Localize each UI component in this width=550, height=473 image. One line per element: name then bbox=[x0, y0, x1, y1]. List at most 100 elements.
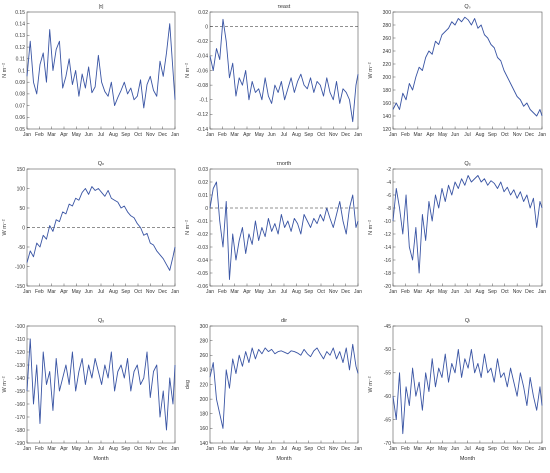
x-tick-label: Feb bbox=[218, 289, 227, 295]
x-tick-label: Aug bbox=[292, 446, 301, 452]
x-tick-label: Apr bbox=[243, 289, 251, 295]
x-tick-label: Jun bbox=[85, 446, 93, 452]
y-tick-label: -0.06 bbox=[197, 284, 209, 290]
x-axis-label: Month bbox=[276, 456, 291, 462]
y-tick-label: -150 bbox=[15, 284, 25, 290]
x-tick-label: May bbox=[72, 289, 82, 295]
y-tick-label: 280 bbox=[200, 338, 209, 344]
y-tick-label: -20 bbox=[384, 284, 391, 290]
y-tick-label: 200 bbox=[383, 75, 392, 81]
x-tick-label: Jan bbox=[538, 446, 546, 452]
y-tick-label: 160 bbox=[200, 426, 209, 432]
x-tick-label: Feb bbox=[35, 446, 44, 452]
x-tick-label: Apr bbox=[60, 289, 68, 295]
x-tick-label: Jan bbox=[23, 132, 31, 138]
x-tick-label: Jul bbox=[464, 289, 470, 295]
x-tick-label: Jan bbox=[171, 289, 179, 295]
x-tick-label: Sep bbox=[121, 446, 130, 452]
chart-panel-3: Qₛ W m⁻² 120 140 160 180 200 220 240 260 280 300 Jan… bbox=[368, 4, 546, 138]
x-tick-label: Nov bbox=[513, 446, 522, 452]
y-tick-label: 0 bbox=[205, 206, 208, 212]
y-tick-label: 120 bbox=[383, 127, 392, 133]
x-tick-label: Mar bbox=[414, 289, 423, 295]
x-tick-label: Feb bbox=[35, 132, 44, 138]
chart-title: Qₗ bbox=[465, 318, 470, 324]
plot-frame bbox=[26, 11, 176, 130]
x-tick-label: Jun bbox=[85, 289, 93, 295]
x-tick-label: May bbox=[438, 289, 448, 295]
y-tick-label: 0.07 bbox=[15, 103, 25, 109]
chart-panel-7: Qₓ W m⁻² -190 -180 -170 -160 -150 -140 -130 -120 -… bbox=[2, 318, 179, 462]
x-tick-label: Dec bbox=[341, 289, 350, 295]
y-tick-label: -6 bbox=[387, 193, 392, 199]
chart-title: dir bbox=[281, 318, 287, 324]
x-tick-label: Mar bbox=[414, 132, 423, 138]
x-tick-label: Jan bbox=[354, 446, 362, 452]
x-tick-label: Oct bbox=[134, 132, 142, 138]
y-tick-label: 0.01 bbox=[198, 193, 208, 199]
x-tick-label: May bbox=[255, 289, 265, 295]
x-tick-label: May bbox=[438, 132, 448, 138]
x-tick-label: Sep bbox=[488, 446, 497, 452]
x-tick-label: Jul bbox=[464, 132, 470, 138]
y-tick-label: -16 bbox=[384, 258, 391, 264]
y-tick-label: 140 bbox=[200, 441, 209, 447]
y-tick-label: -0.04 bbox=[197, 54, 209, 60]
x-tick-label: Jan bbox=[389, 132, 397, 138]
y-tick-label: 0.14 bbox=[15, 22, 25, 28]
y-tick-label: -0.05 bbox=[197, 271, 209, 277]
x-tick-label: Jan bbox=[23, 446, 31, 452]
chart-panel-5: τnorth N m⁻² -0.06 -0.05 -0.04 -0.03 -0.02 -0.0… bbox=[185, 161, 362, 295]
y-tick-label: -0.04 bbox=[197, 258, 209, 264]
x-axis-label: Month bbox=[460, 456, 475, 462]
y-tick-label: -14 bbox=[384, 245, 391, 251]
x-tick-label: Sep bbox=[304, 289, 313, 295]
x-tick-label: Mar bbox=[414, 446, 423, 452]
chart-panel-6: Qₑ N m⁻² -20 -18 -16 -14 -12 -10 -8 -6 -4 -2 Jan Feb M… bbox=[368, 161, 546, 295]
y-axis-label: W m⁻² bbox=[368, 376, 374, 392]
x-tick-label: Feb bbox=[401, 132, 410, 138]
y-tick-label: 0 bbox=[205, 24, 208, 30]
y-tick-label: -170 bbox=[15, 415, 25, 421]
y-tick-label: -0.02 bbox=[197, 232, 209, 238]
x-tick-label: Oct bbox=[134, 289, 142, 295]
y-axis-label: N m⁻² bbox=[185, 220, 191, 235]
y-tick-label: -160 bbox=[15, 402, 25, 408]
y-tick-label: 0 bbox=[22, 225, 25, 231]
x-tick-label: Oct bbox=[501, 446, 509, 452]
series-line bbox=[26, 338, 176, 431]
chart-title: Qₙ bbox=[98, 161, 105, 167]
x-tick-label: Apr bbox=[243, 132, 251, 138]
y-tick-label: -120 bbox=[15, 350, 25, 356]
series-line bbox=[209, 181, 359, 280]
y-tick-label: -45 bbox=[384, 324, 391, 330]
x-tick-label: Aug bbox=[109, 446, 118, 452]
x-tick-label: Oct bbox=[317, 132, 325, 138]
x-tick-label: Nov bbox=[146, 446, 155, 452]
y-tick-label: -110 bbox=[15, 337, 25, 343]
x-tick-label: Jan bbox=[354, 132, 362, 138]
x-tick-label: Jul bbox=[98, 446, 104, 452]
x-tick-label: Jan bbox=[538, 132, 546, 138]
x-tick-label: Sep bbox=[121, 132, 130, 138]
y-tick-label: 0.13 bbox=[15, 33, 25, 39]
series-line bbox=[26, 23, 176, 109]
x-tick-label: Jun bbox=[451, 446, 459, 452]
y-tick-label: -10 bbox=[384, 219, 391, 225]
y-tick-label: 0.12 bbox=[15, 45, 25, 51]
x-tick-label: Oct bbox=[501, 289, 509, 295]
y-tick-label: -0.08 bbox=[197, 83, 209, 89]
y-tick-label: 220 bbox=[383, 62, 392, 68]
plot-frame bbox=[392, 11, 543, 130]
x-tick-label: Jun bbox=[451, 132, 459, 138]
y-tick-label: -0.01 bbox=[197, 219, 209, 225]
y-tick-label: -12 bbox=[384, 232, 391, 238]
y-tick-label: -150 bbox=[15, 389, 25, 395]
x-tick-label: Apr bbox=[60, 446, 68, 452]
x-tick-label: Apr bbox=[60, 132, 68, 138]
x-tick-label: Jun bbox=[268, 446, 276, 452]
x-tick-label: Dec bbox=[341, 132, 350, 138]
x-tick-label: Dec bbox=[158, 446, 167, 452]
series-line bbox=[26, 186, 176, 271]
